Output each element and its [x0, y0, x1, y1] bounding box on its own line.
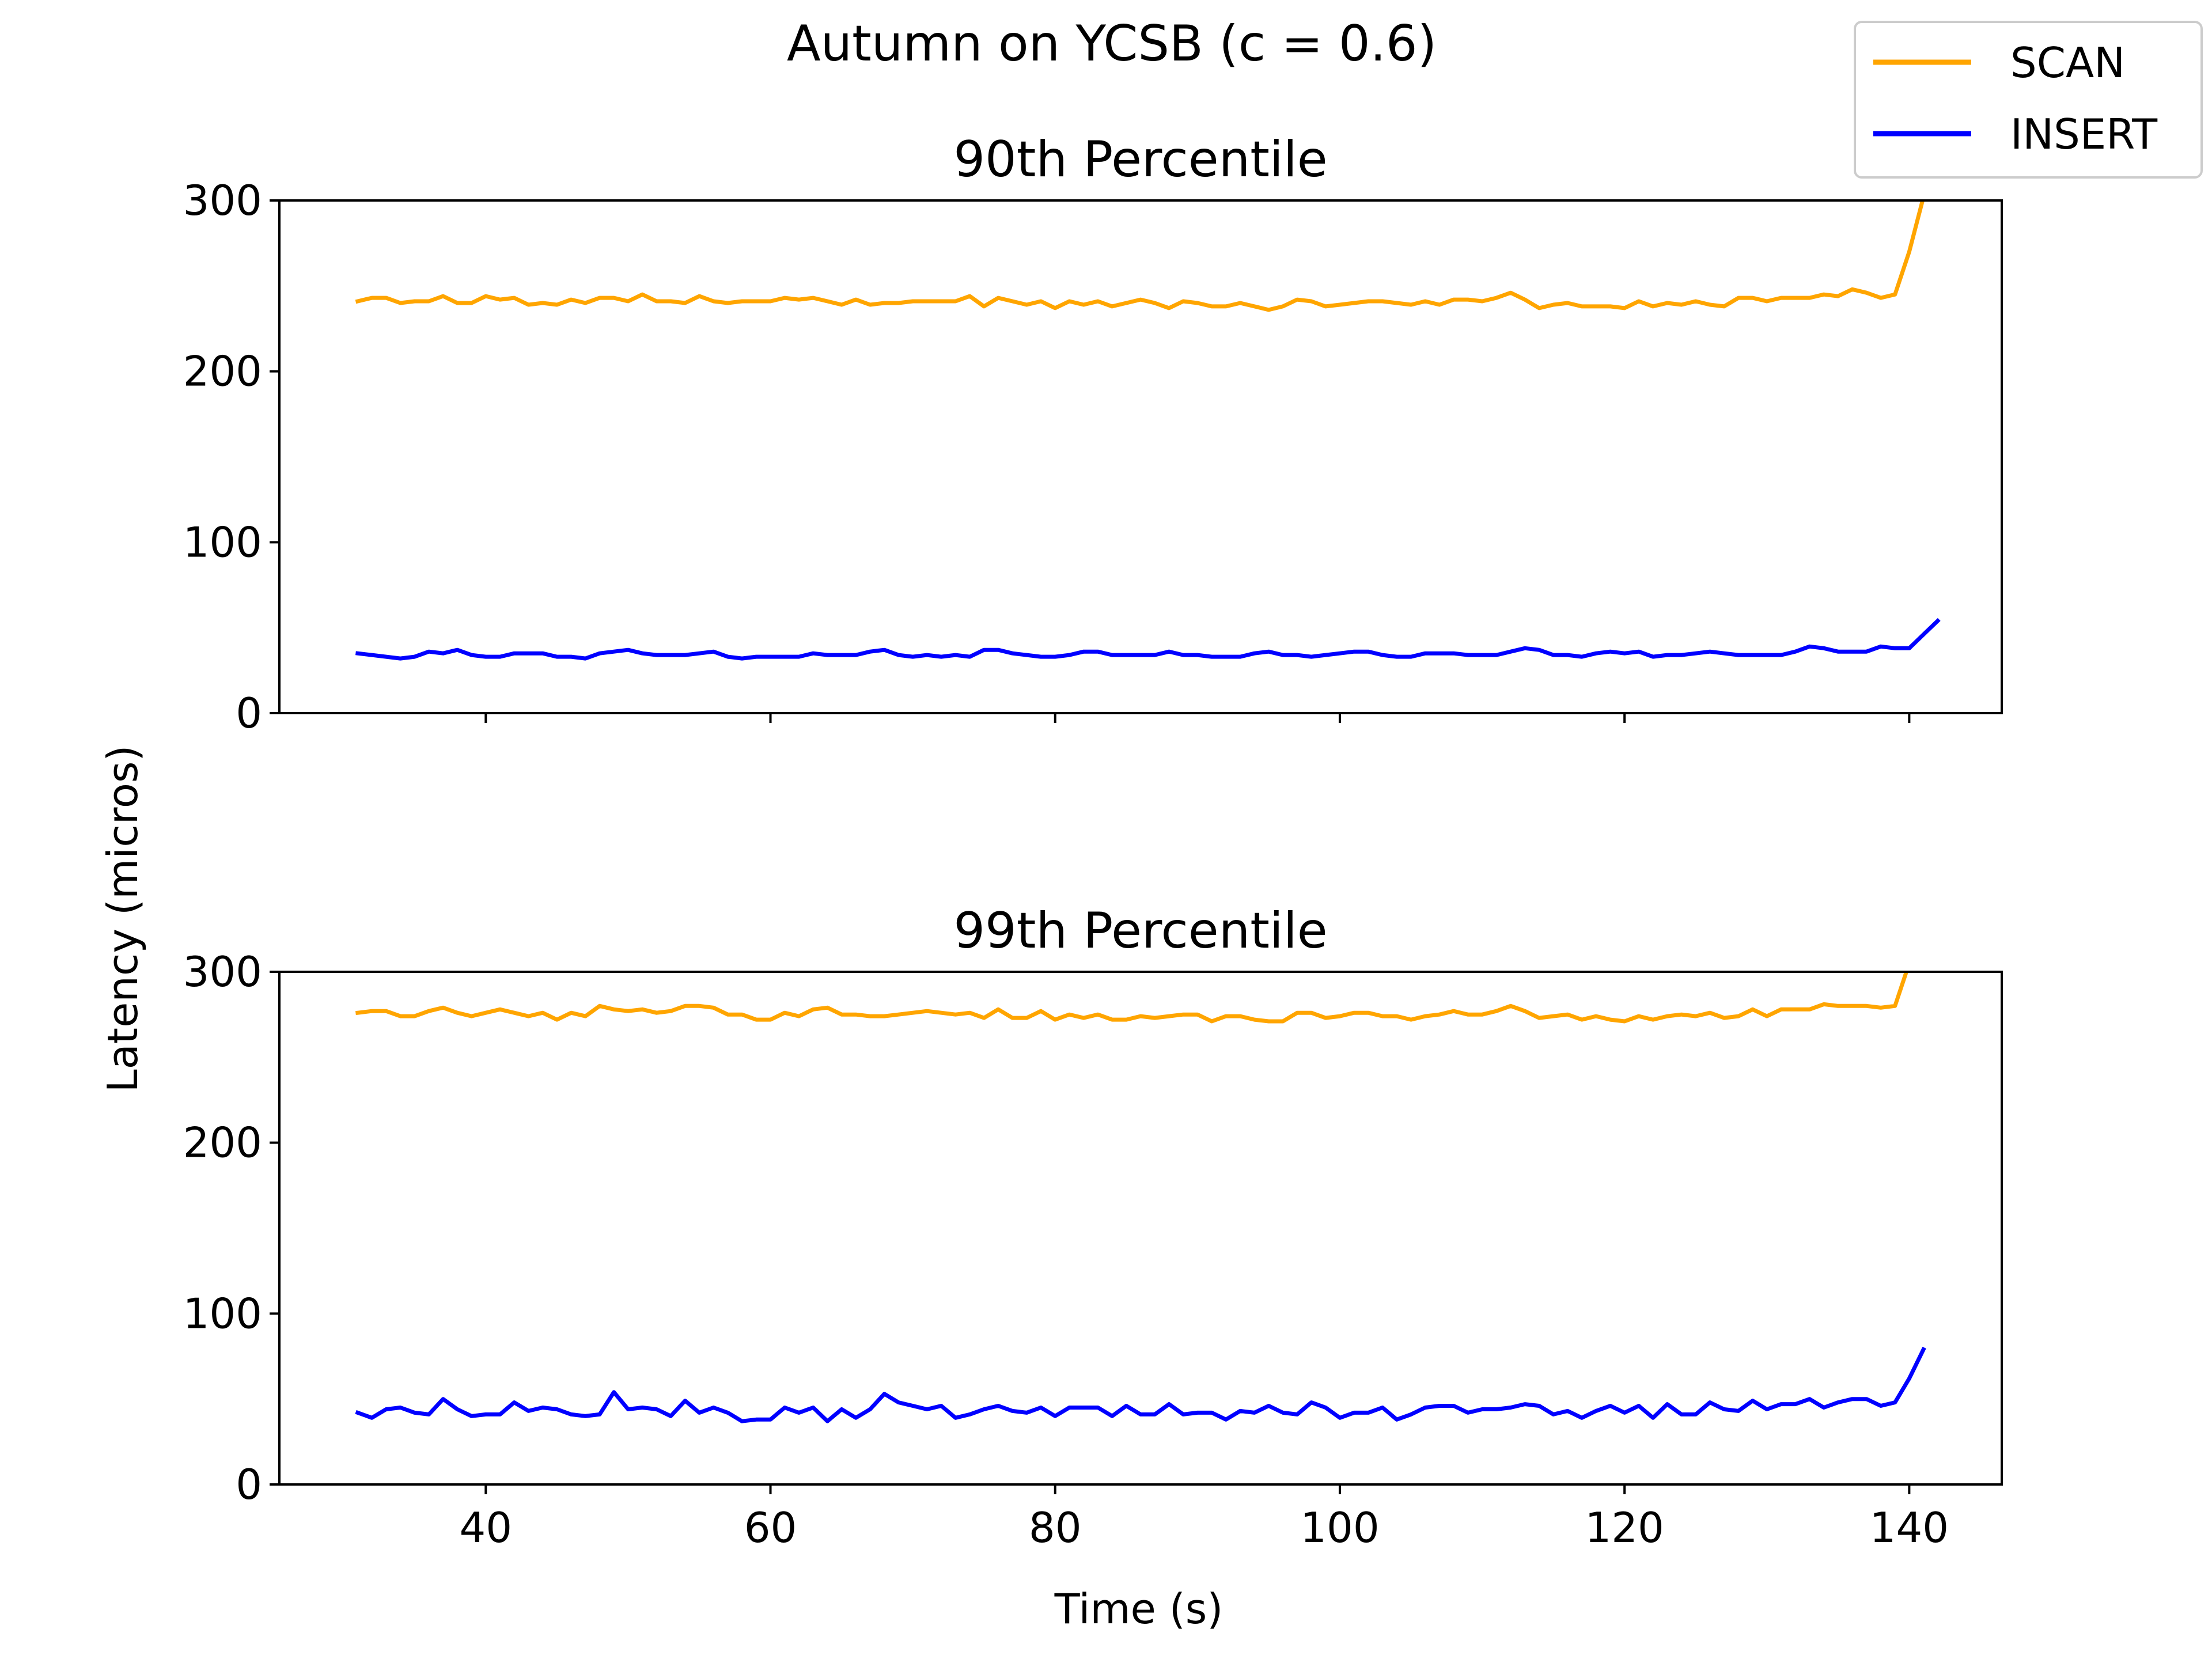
plot-area	[355, 200, 1941, 661]
y-tick-label: 100	[183, 1289, 262, 1338]
x-axis-label: Time (s)	[1054, 1585, 1224, 1633]
legend-label-scan: SCAN	[2010, 39, 2125, 87]
y-tick-label: 300	[183, 176, 262, 225]
x-tick-label: 120	[1585, 1503, 1664, 1552]
x-tick-label: 60	[744, 1503, 797, 1552]
axes-frame	[278, 971, 2003, 1486]
x-tick-label: 80	[1029, 1503, 1082, 1552]
series-line-insert	[355, 618, 1941, 661]
series-line-insert	[355, 1346, 1926, 1423]
panel-90th: 90th Percentile 0 100 200 300	[183, 131, 2003, 737]
x-tick-label: 100	[1300, 1503, 1379, 1552]
x-tick-label: 140	[1870, 1503, 1949, 1552]
y-tick-label: 0	[236, 689, 262, 737]
y-tick-label: 100	[183, 518, 262, 566]
panel-title: 90th Percentile	[953, 131, 1327, 188]
y-tick-label: 0	[236, 1460, 262, 1509]
figure-suptitle: Autumn on YCSB (c = 0.6)	[787, 15, 1437, 73]
legend-label-insert: INSERT	[2010, 110, 2158, 158]
legend: SCAN INSERT	[1854, 21, 2203, 179]
y-tick-label: 200	[183, 1119, 262, 1167]
y-axis-label: Latency (micros)	[99, 745, 147, 1093]
axes-frame	[278, 199, 2003, 714]
plot-area	[355, 972, 1926, 1423]
panel-title: 99th Percentile	[953, 902, 1327, 960]
y-tick-label: 200	[183, 347, 262, 396]
x-tick-label: 40	[459, 1503, 512, 1552]
series-line-scan	[355, 200, 1925, 312]
series-line-scan	[355, 972, 1909, 1024]
panel-99th: 99th Percentile 0 100 200 300 40 60 80 100 120 140	[183, 902, 2003, 1552]
y-tick-label: 300	[183, 948, 262, 996]
